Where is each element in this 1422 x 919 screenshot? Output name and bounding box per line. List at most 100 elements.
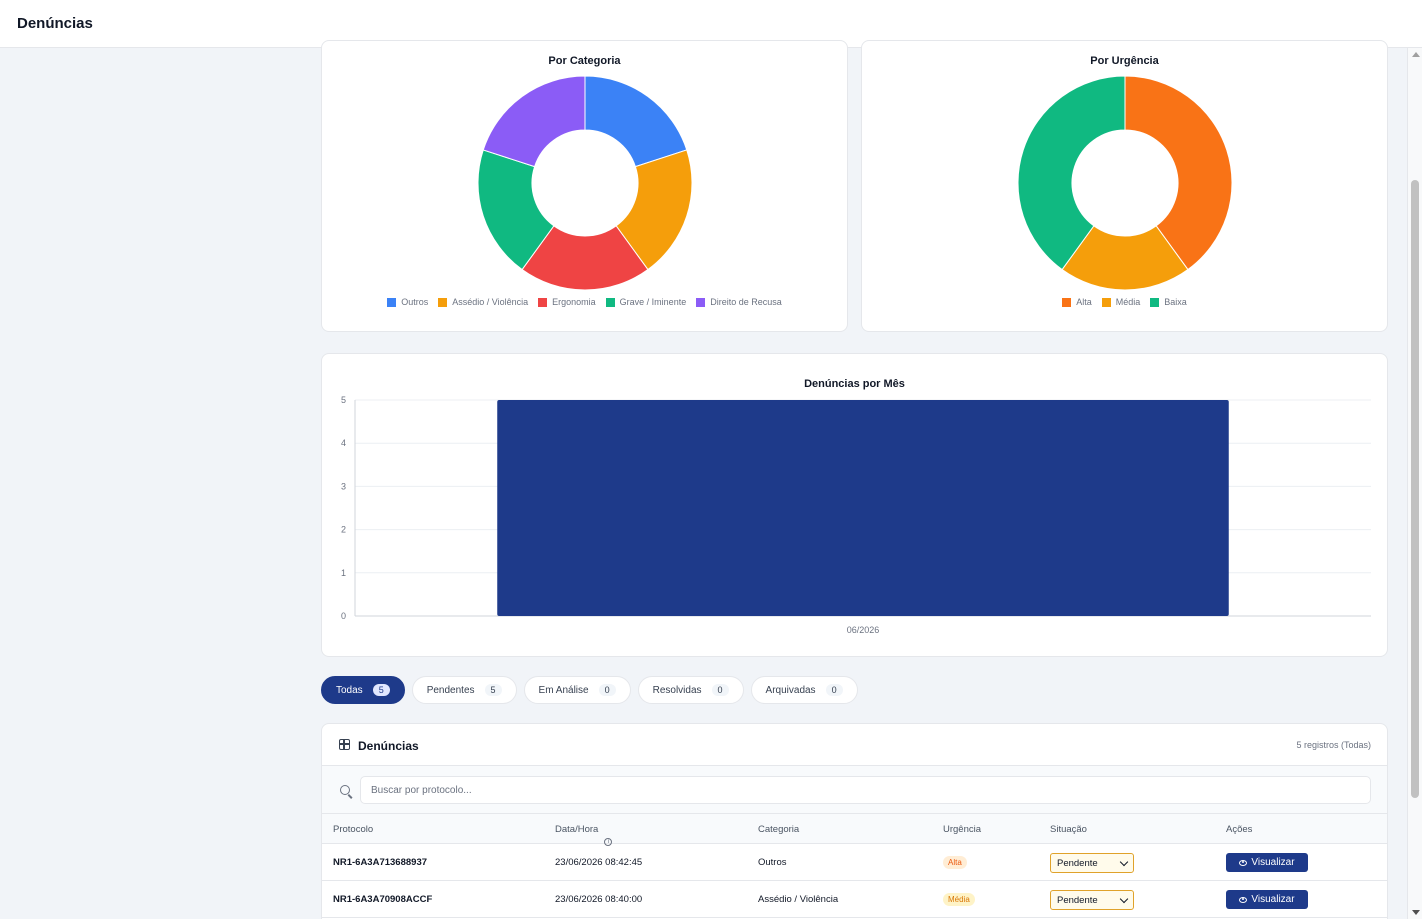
category-chart-title: Por Categoria [548,55,621,67]
view-button-label: Visualizar [1251,894,1295,905]
y-tick-label: 1 [341,568,346,578]
urgency-chart-title: Por Urgência [1090,55,1159,67]
scrollbar[interactable] [1407,48,1422,919]
y-tick-label: 0 [341,611,346,621]
search-input[interactable] [360,776,1371,804]
chevron-down-icon [1119,894,1129,903]
column-header-label: Data/Hora [555,824,599,835]
chevron-down-icon [1119,857,1129,866]
category-slice-ergonomia[interactable] [521,225,649,291]
monthly-bar-chart: 0 1 2 3 4 5 06/2026 [341,395,1371,635]
status-select[interactable]: Pendente [1050,853,1134,873]
legend-label: Alta [1076,297,1092,307]
column-header-situacao[interactable]: Situação [1050,824,1087,835]
category-legend-item[interactable]: Assédio / Violência [438,297,528,307]
tab-label: Todas [336,684,363,696]
legend-swatch [538,297,548,307]
legend-swatch [1062,297,1072,307]
scrollbar-thumb[interactable] [1411,180,1419,798]
legend-label: Outros [401,297,429,307]
urgency-slice-alta[interactable] [1124,75,1233,271]
search-bar [322,766,1387,814]
table-header: Denúncias 5 registros (Todas) [322,724,1387,766]
column-header-data-hora[interactable]: Data/Hora i [555,824,613,846]
y-tick-label: 2 [341,525,346,535]
scroll-up-arrow-icon[interactable] [1412,52,1420,57]
urgency-badge: Alta [943,856,967,869]
legend-swatch [1150,297,1160,307]
column-header-acoes: Ações [1226,824,1253,835]
category-cell: Assédio / Violência [758,894,839,905]
scroll-down-arrow-icon[interactable] [1412,910,1420,915]
tab-resolvidas[interactable]: Resolvidas 0 [637,676,744,704]
legend-label: Média [1115,297,1141,307]
legend-swatch [387,297,397,307]
legend-swatch [1101,297,1111,307]
tab-label: Resolvidas [652,684,702,696]
urgency-slice-baixa[interactable] [1017,75,1126,271]
view-button[interactable]: Visualizar [1226,890,1308,909]
category-donut-chart [477,75,693,291]
table-row: NR1-6A3A713688937 23/06/2026 08:42:45 Ou… [322,844,1387,881]
eye-icon [1239,896,1248,903]
category-legend-item[interactable]: Direito de Recusa [696,297,782,307]
urgency-badge: Média [943,893,975,906]
table-header-row: Protocolo Data/Horai Categoria Urgência … [322,814,1387,846]
category-legend-item[interactable]: Grave / Iminente [605,297,686,307]
table-grid-icon [339,739,350,750]
tab-todas[interactable]: Todas 5 [321,676,405,704]
legend-swatch [438,297,448,307]
urgency-chart-card: Por Urgência Alta Média Baixa [861,40,1388,332]
urgency-legend-item[interactable]: Baixa [1150,297,1187,307]
protocol-cell: NR1-6A3A713688937 [333,857,428,868]
legend-label: Direito de Recusa [710,297,782,307]
info-icon[interactable]: i [604,838,613,846]
legend-label: Baixa [1164,297,1187,307]
category-cell: Outros [758,857,787,868]
tab-arquivadas[interactable]: Arquivadas 0 [750,676,858,704]
legend-swatch [696,297,706,307]
category-slice-direito-de-recusa[interactable] [482,75,586,168]
urgency-legend-item[interactable]: Média [1101,297,1141,307]
column-header-protocolo[interactable]: Protocolo [333,824,374,835]
tab-label: Em Análise [538,684,589,696]
datetime-cell: 23/06/2026 08:40:00 [555,894,643,905]
search-icon [340,785,350,795]
tab-pendentes[interactable]: Pendentes 5 [411,676,517,704]
category-chart-card: Por Categoria Outros Assédio / Violência E… [321,40,848,332]
legend-label: Assédio / Violência [452,297,529,307]
column-header-urgencia[interactable]: Urgência [943,824,982,835]
y-tick-label: 5 [341,395,346,405]
category-slice-ass-dio-viol-ncia[interactable] [615,149,693,271]
tab-count-badge: 0 [825,684,843,696]
legend-label: Ergonomia [552,297,596,307]
datetime-cell: 23/06/2026 08:42:45 [555,857,643,868]
view-button[interactable]: Visualizar [1226,853,1308,872]
category-slice-outros[interactable] [584,75,688,168]
column-header-categoria[interactable]: Categoria [758,824,800,835]
urgency-slice-m-dia[interactable] [1061,225,1189,291]
status-select[interactable]: Pendente [1050,890,1134,910]
monthly-chart-card: Denúncias por Mês 0 1 2 3 4 5 06/2026 [321,353,1388,657]
tab-count-badge: 5 [484,684,502,696]
category-legend-item[interactable]: Ergonomia [538,297,596,307]
tab-em-analise[interactable]: Em Análise 0 [523,676,631,704]
urgency-legend-item[interactable]: Alta [1062,297,1092,307]
table-title: Denúncias [358,739,419,753]
tab-label: Arquivadas [765,684,816,696]
status-tabs: Todas 5 Pendentes 5 Em Análise 0 Resolvi… [321,676,858,704]
legend-swatch [605,297,615,307]
page-title: Denúncias [17,15,93,32]
bar-06/2026[interactable] [497,400,1229,616]
status-select-value: Pendente [1057,857,1098,869]
complaints-table-card: Denúncias 5 registros (Todas) Protocolo … [321,723,1388,919]
monthly-chart-title: Denúncias por Mês [804,378,905,390]
status-select-value: Pendente [1057,894,1098,906]
category-legend-item[interactable]: Outros [387,297,428,307]
tab-count-badge: 0 [598,684,616,696]
tab-label: Pendentes [426,684,475,696]
y-tick-label: 4 [341,438,346,448]
tab-count-badge: 0 [711,684,729,696]
tab-count-badge: 5 [372,684,390,696]
category-slice-grave-iminente[interactable] [477,149,555,271]
